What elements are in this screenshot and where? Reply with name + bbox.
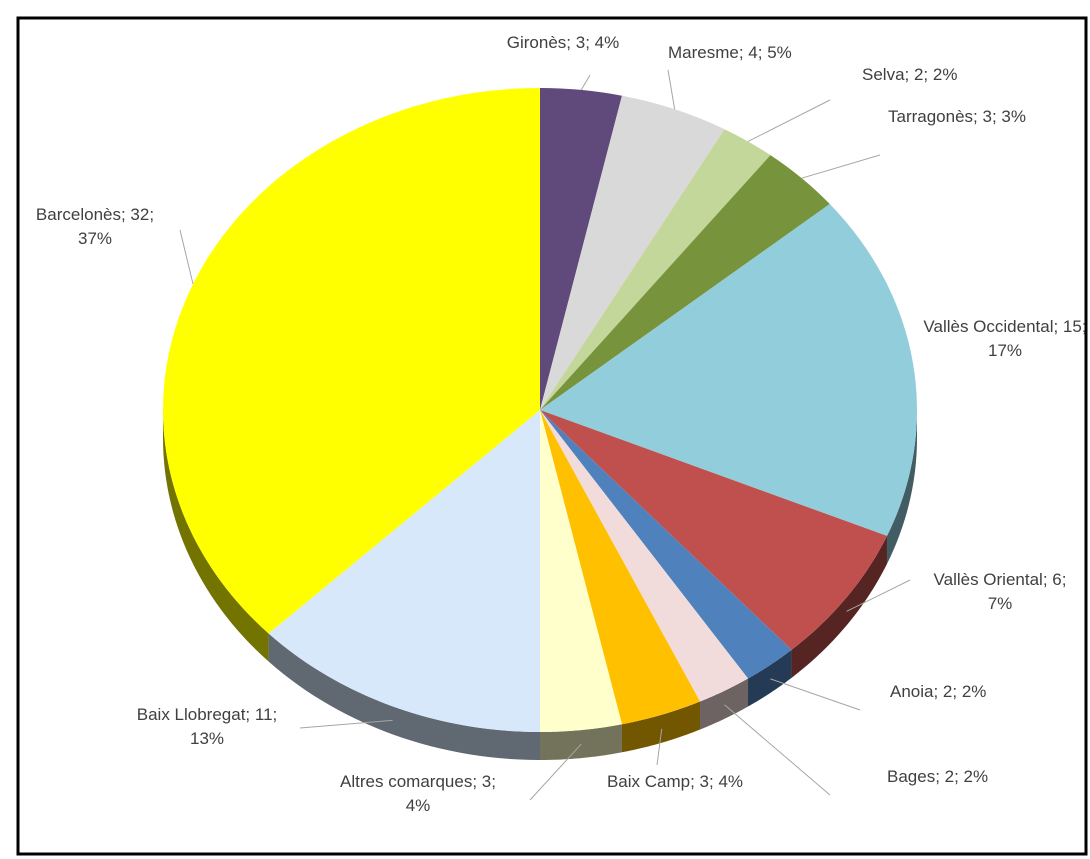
slice [540, 129, 771, 411]
slice-side [621, 701, 701, 753]
slice-side [163, 410, 269, 662]
slice [540, 410, 887, 650]
data-label: Altres comarques; 3; 4% [340, 772, 496, 815]
slice [540, 204, 917, 536]
data-label: Gironès; 3; 4% [507, 33, 619, 52]
data-label: Vallès Occidental; 15; 17% [923, 317, 1086, 360]
slice [540, 88, 622, 410]
slice-side [268, 633, 540, 760]
leader-line [667, 69, 676, 110]
slice [268, 410, 540, 732]
slice [540, 410, 701, 725]
slice [540, 410, 622, 732]
slice-side [886, 410, 917, 564]
slice-side [700, 678, 749, 730]
slice-side [791, 535, 887, 678]
data-label: Selva; 2; 2% [862, 65, 957, 84]
leader-line [724, 704, 831, 796]
data-label: Bages; 2; 2% [887, 767, 988, 786]
slice [540, 155, 830, 410]
slice [540, 95, 725, 411]
slice [540, 410, 792, 679]
slice-side [540, 724, 622, 760]
leader-line [179, 229, 194, 285]
leader-line [801, 154, 881, 179]
data-label: Vallès Oriental; 6; 7% [934, 570, 1067, 613]
data-label: Anoia; 2; 2% [890, 682, 986, 701]
leader-line [529, 743, 582, 801]
data-label: Maresme; 4; 5% [668, 43, 792, 62]
leader-line [656, 728, 663, 766]
data-label: Baix Camp; 3; 4% [607, 772, 743, 791]
leader-line [770, 678, 861, 711]
leader-line [299, 719, 393, 729]
data-label: Baix Llobregat; 11; 13% [137, 705, 278, 748]
slice [540, 410, 749, 702]
slice [163, 88, 541, 634]
slice-side [748, 649, 792, 707]
leader-line [580, 74, 591, 91]
data-label: Tarragonès; 3; 3% [888, 107, 1026, 126]
leader-line [747, 99, 831, 142]
leader-line [846, 579, 911, 612]
data-label: Barcelonès; 32; 37% [36, 205, 154, 248]
